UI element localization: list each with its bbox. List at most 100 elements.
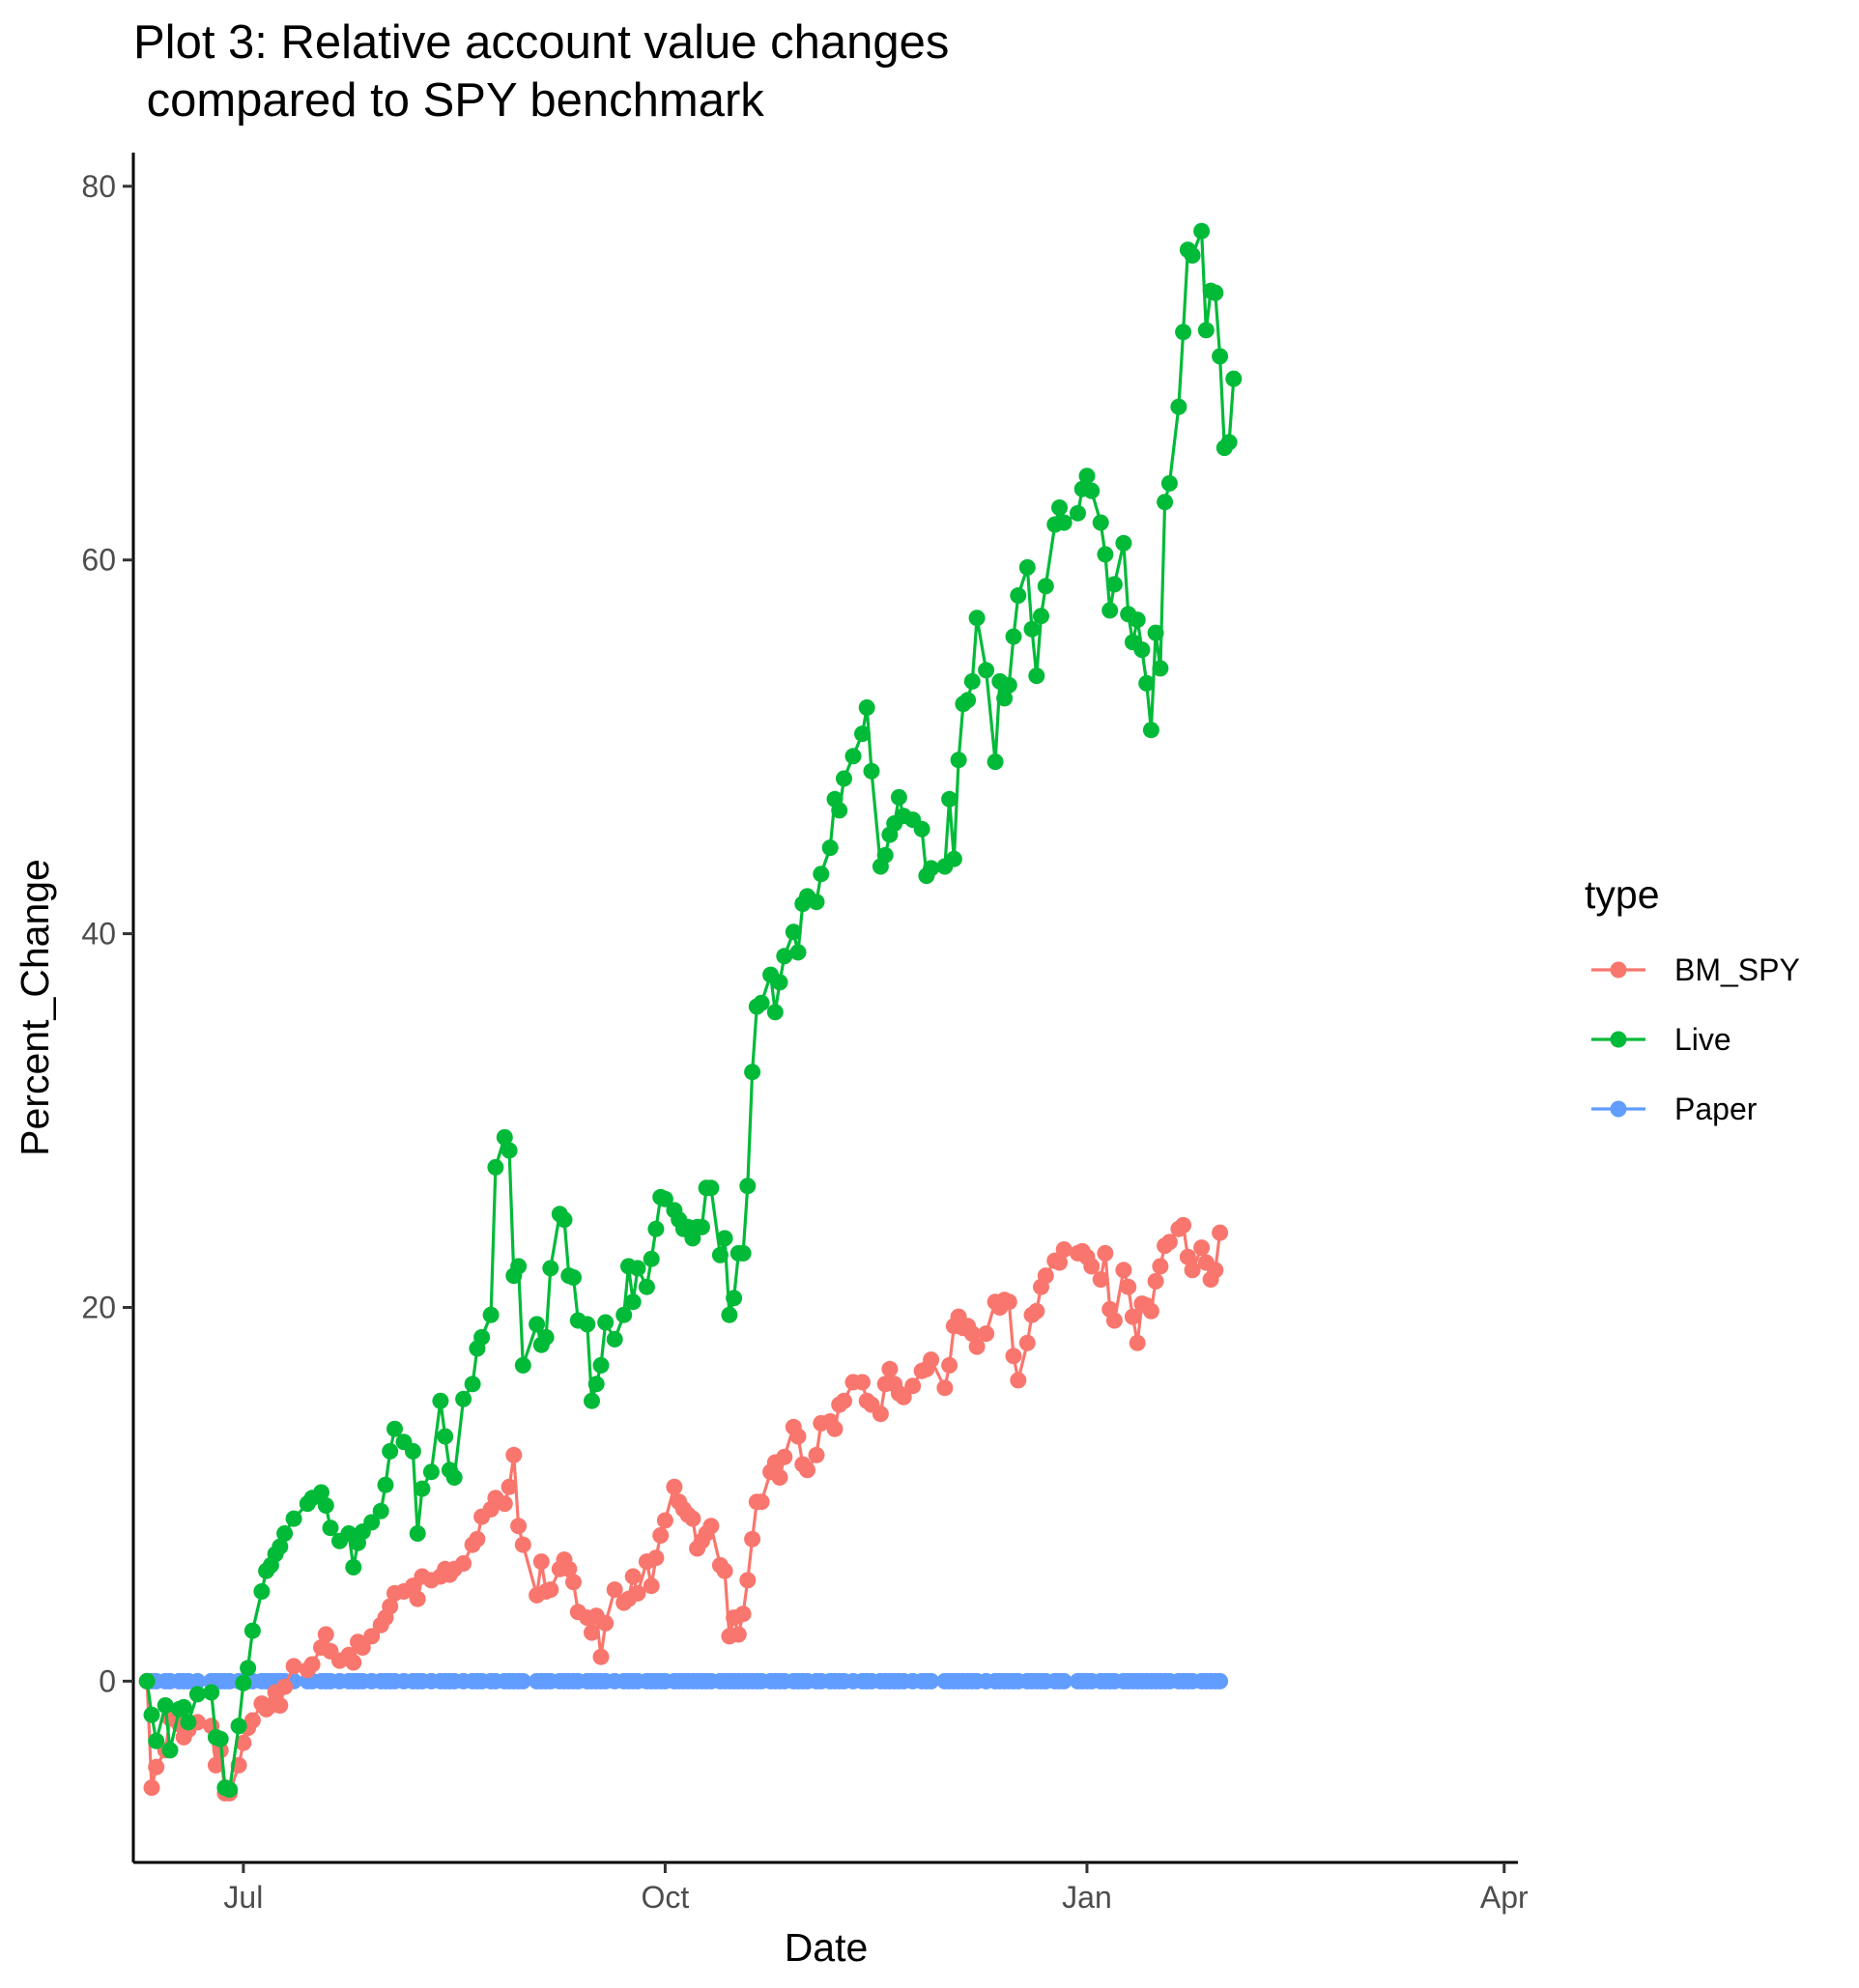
data-point-live [1129,611,1146,629]
data-point-live [542,1260,559,1277]
data-point-bm-spy [1097,1244,1114,1262]
data-point-live [876,846,894,864]
data-point-bm-spy [1207,1262,1224,1279]
data-point-live [597,1314,615,1331]
data-point-live [313,1484,329,1501]
data-point-live [1147,624,1164,641]
data-point-bm-spy [505,1446,523,1463]
data-point-live [656,1190,673,1207]
y-tick-label: 20 [81,1290,116,1324]
data-point-live [500,1142,518,1159]
data-point-live [285,1510,302,1527]
data-point-live [716,1230,733,1247]
data-point-live [584,1392,600,1409]
data-point-live [1023,620,1041,638]
legend-item-live: Live [1591,1022,1731,1057]
data-point-bm-spy [1147,1272,1164,1290]
data-point-bm-spy [510,1518,528,1535]
data-point-bm-spy [729,1626,747,1643]
data-point-bm-spy [963,1325,981,1343]
data-point-live [1133,641,1151,659]
data-point-bm-spy [716,1562,733,1579]
data-point-live [496,1128,513,1146]
data-point-live [987,753,1004,771]
data-point-live [702,1179,720,1197]
data-point-bm-spy [1010,1372,1027,1389]
data-point-live [941,790,958,808]
data-point-bm-spy [469,1530,486,1548]
data-point-bm-spy [1160,1234,1178,1251]
data-point-bm-spy [1193,1239,1211,1257]
data-point-live [473,1328,491,1346]
series-bm-spy [138,1216,1229,1802]
x-tick-label: Oct [642,1880,690,1915]
data-point-bm-spy [702,1518,720,1535]
data-point-live [968,610,986,627]
data-point-live [455,1390,472,1407]
data-point-bm-spy [542,1581,559,1599]
data-point-bm-spy [1083,1258,1101,1275]
data-point-live [1101,602,1119,619]
data-point-bm-spy [496,1495,513,1513]
data-point-bm-spy [776,1448,793,1465]
data-point-live [1175,324,1192,341]
data-point-bm-spy [1051,1254,1068,1271]
data-point-bm-spy [354,1639,371,1656]
data-point-live [854,725,871,743]
data-point-live [615,1306,633,1323]
data-point-bm-spy [207,1756,224,1774]
data-point-live [808,894,825,911]
data-point-bm-spy [941,1356,958,1374]
data-point-bm-spy [584,1624,600,1641]
data-point-live [1037,578,1054,595]
data-point-bm-spy [739,1572,757,1589]
data-point-live [1092,514,1109,531]
data-point-live [831,802,848,819]
y-tick-label: 80 [81,169,116,204]
data-point-bm-spy [643,1577,660,1595]
data-point-live [1018,558,1036,576]
data-point-live [996,690,1014,707]
data-point-live [1170,398,1187,415]
data-point-live [587,1376,605,1393]
data-point-live [1070,504,1086,522]
data-point-bm-spy [560,1560,578,1577]
data-point-live [1220,434,1238,451]
data-point-live [1193,222,1211,240]
data-point-bm-spy [656,1512,673,1529]
data-point-bm-spy [1175,1216,1192,1234]
data-point-bm-spy [744,1530,761,1548]
legend-items: BM_SPY Live Paper [1591,952,1800,1126]
data-point-live [382,1442,399,1460]
data-point-bm-spy [592,1648,610,1665]
data-point-bm-spy [1124,1308,1141,1325]
data-point-bm-spy [500,1478,518,1495]
data-point-bm-spy [272,1697,289,1714]
data-point-live [565,1269,582,1286]
data-point-bm-spy [382,1598,399,1615]
data-point-bm-spy [565,1574,582,1591]
data-point-live [1152,660,1169,677]
data-point-live [776,948,793,965]
data-point-live [514,1356,531,1374]
data-point-live [753,994,770,1011]
legend-label-live: Live [1674,1022,1731,1057]
data-point-bm-spy [303,1656,321,1673]
data-point-live [693,1218,710,1235]
data-point-bm-spy [606,1581,623,1599]
data-point-bm-spy [597,1614,615,1632]
data-point-live [377,1476,394,1493]
data-point-bm-spy [1142,1302,1159,1320]
data-point-bm-spy [684,1510,701,1527]
data-point-live [1212,348,1229,365]
data-point-live [858,699,875,716]
x-axis-title: Date [785,1925,869,1970]
data-point-live [579,1316,596,1333]
data-point-live [317,1497,334,1514]
data-point-bm-spy [243,1712,261,1729]
data-point-live [836,770,852,787]
data-point-live [1138,674,1156,692]
data-point-live [1010,587,1027,604]
data-point-live [345,1558,362,1576]
